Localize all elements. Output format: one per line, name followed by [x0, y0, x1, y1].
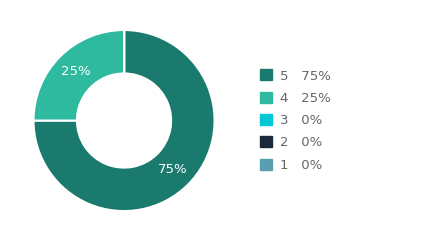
Wedge shape — [34, 30, 214, 211]
Wedge shape — [34, 30, 124, 121]
Text: 75%: 75% — [158, 163, 187, 176]
Text: 25%: 25% — [61, 65, 90, 78]
Legend: 5   75%, 4   25%, 3   0%, 2   0%, 1   0%: 5 75%, 4 25%, 3 0%, 2 0%, 1 0% — [255, 64, 336, 177]
